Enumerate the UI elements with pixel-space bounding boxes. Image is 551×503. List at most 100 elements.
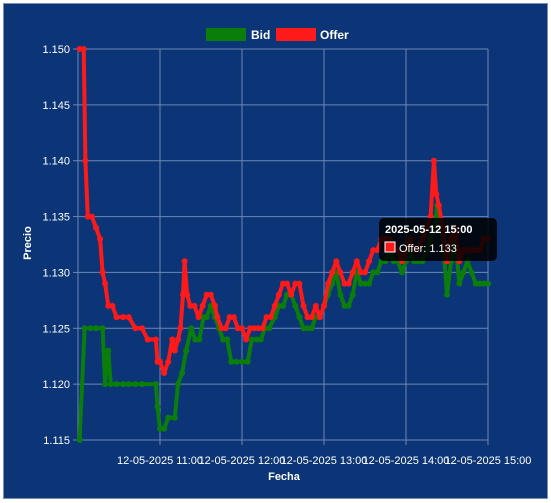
data-point-offer[interactable] <box>199 302 206 309</box>
data-point-offer[interactable] <box>325 280 332 287</box>
data-point-bid[interactable] <box>362 280 368 287</box>
data-point-offer[interactable] <box>374 247 381 254</box>
data-point-bid[interactable] <box>300 325 307 332</box>
data-point-bid[interactable] <box>239 358 245 365</box>
data-point-offer[interactable] <box>288 291 295 298</box>
data-point-offer[interactable] <box>329 269 336 276</box>
data-point-bid[interactable] <box>125 381 132 388</box>
data-point-offer[interactable] <box>362 269 368 276</box>
data-point-bid[interactable] <box>257 336 264 343</box>
data-point-bid[interactable] <box>366 280 373 287</box>
data-point-offer[interactable] <box>165 358 172 365</box>
data-point-bid[interactable] <box>476 280 483 287</box>
data-point-bid[interactable] <box>107 381 114 388</box>
data-point-bid[interactable] <box>456 280 463 287</box>
data-point-offer[interactable] <box>263 314 270 321</box>
data-point-offer[interactable] <box>191 302 198 309</box>
data-point-offer[interactable] <box>296 280 303 287</box>
data-point-offer[interactable] <box>84 213 91 220</box>
data-point-bid[interactable] <box>248 336 255 343</box>
data-point-offer[interactable] <box>316 314 323 321</box>
data-point-bid[interactable] <box>228 358 235 365</box>
data-point-offer[interactable] <box>255 325 262 332</box>
data-point-offer[interactable] <box>99 269 106 276</box>
data-point-offer[interactable] <box>184 291 191 298</box>
data-point-bid[interactable] <box>192 336 199 343</box>
data-point-offer[interactable] <box>292 280 299 287</box>
data-point-offer[interactable] <box>171 347 178 354</box>
data-point-offer[interactable] <box>222 325 229 332</box>
data-point-bid[interactable] <box>99 325 106 332</box>
data-point-offer[interactable] <box>300 302 307 309</box>
data-point-offer[interactable] <box>132 325 139 332</box>
data-point-offer[interactable] <box>214 314 221 321</box>
data-point-bid[interactable] <box>308 325 315 332</box>
data-point-offer[interactable] <box>247 325 254 332</box>
data-point-offer[interactable] <box>97 235 104 242</box>
data-point-bid[interactable] <box>102 381 109 388</box>
data-point-bid[interactable] <box>165 414 172 421</box>
data-point-offer[interactable] <box>433 191 440 198</box>
data-point-offer[interactable] <box>177 325 184 332</box>
data-point-bid[interactable] <box>370 269 377 276</box>
data-point-bid[interactable] <box>266 325 273 332</box>
data-point-offer[interactable] <box>251 325 258 332</box>
data-point-offer[interactable] <box>175 336 181 343</box>
data-point-bid[interactable] <box>485 280 491 287</box>
data-point-bid[interactable] <box>171 414 178 421</box>
data-point-offer[interactable] <box>312 302 319 309</box>
data-point-offer[interactable] <box>259 325 266 332</box>
data-point-offer[interactable] <box>280 280 286 287</box>
data-point-bid[interactable] <box>188 325 195 332</box>
data-point-offer[interactable] <box>152 336 159 343</box>
data-point-offer[interactable] <box>144 336 151 343</box>
data-point-offer[interactable] <box>353 258 360 265</box>
data-point-bid[interactable] <box>152 381 159 388</box>
data-point-offer[interactable] <box>207 291 214 298</box>
data-point-offer[interactable] <box>203 291 210 298</box>
data-point-bid[interactable] <box>105 347 112 354</box>
data-point-offer[interactable] <box>345 280 352 287</box>
data-point-offer[interactable] <box>435 202 442 209</box>
data-point-offer[interactable] <box>157 358 163 365</box>
data-point-bid[interactable] <box>253 336 260 343</box>
data-point-bid[interactable] <box>460 269 467 276</box>
data-point-offer[interactable] <box>76 46 83 52</box>
data-point-bid[interactable] <box>468 269 475 276</box>
data-point-offer[interactable] <box>321 302 327 309</box>
legend[interactable]: Bid Offer <box>206 28 349 42</box>
data-point-bid[interactable] <box>224 336 231 343</box>
data-point-offer[interactable] <box>120 314 127 321</box>
data-point-bid[interactable] <box>183 347 190 354</box>
data-point-bid[interactable] <box>357 280 364 287</box>
data-point-bid[interactable] <box>196 336 203 343</box>
data-point-offer[interactable] <box>88 213 95 220</box>
data-point-bid[interactable] <box>157 425 163 432</box>
data-point-offer[interactable] <box>80 46 87 52</box>
data-point-bid[interactable] <box>76 437 83 443</box>
data-point-offer[interactable] <box>430 157 437 164</box>
data-point-offer[interactable] <box>370 247 377 254</box>
data-point-bid[interactable] <box>113 381 120 388</box>
data-point-offer[interactable] <box>218 325 225 332</box>
data-point-offer[interactable] <box>366 258 373 265</box>
data-point-bid[interactable] <box>81 325 88 332</box>
data-point-offer[interactable] <box>271 302 278 309</box>
data-point-bid[interactable] <box>280 302 286 309</box>
data-point-offer[interactable] <box>105 302 112 309</box>
data-point-offer[interactable] <box>181 258 188 265</box>
data-point-bid[interactable] <box>296 314 303 321</box>
data-point-bid[interactable] <box>480 280 487 287</box>
data-point-bid[interactable] <box>341 302 348 309</box>
data-point-offer[interactable] <box>234 325 241 332</box>
data-point-bid[interactable] <box>154 403 161 410</box>
data-point-bid[interactable] <box>175 381 181 388</box>
data-point-bid[interactable] <box>87 325 94 332</box>
data-point-offer[interactable] <box>125 314 132 321</box>
data-point-offer[interactable] <box>226 314 233 321</box>
data-point-offer[interactable] <box>211 302 218 309</box>
data-point-offer[interactable] <box>109 302 116 309</box>
data-point-offer[interactable] <box>308 314 315 321</box>
data-point-offer[interactable] <box>239 325 245 332</box>
data-point-offer[interactable] <box>349 269 356 276</box>
